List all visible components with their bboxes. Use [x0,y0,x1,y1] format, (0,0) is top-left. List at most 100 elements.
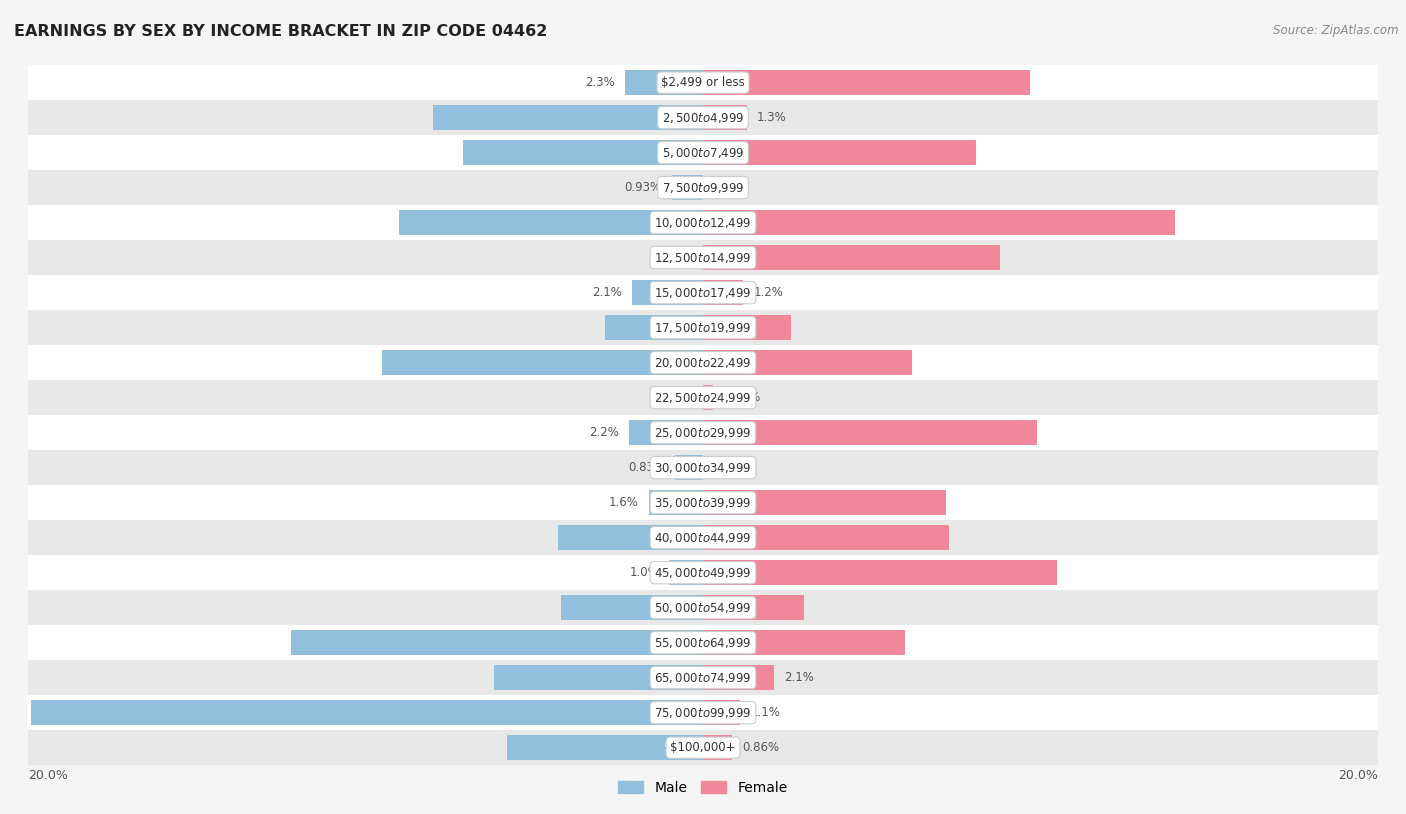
Bar [703,700,740,725]
Bar [28,135,1378,170]
Bar [28,660,1378,695]
Text: $20,000 to $22,499: $20,000 to $22,499 [654,356,752,370]
Text: $7,500 to $9,999: $7,500 to $9,999 [662,181,744,195]
Bar [703,315,790,340]
Bar [558,525,703,550]
Bar [703,595,804,620]
Bar [703,490,946,515]
Bar [508,735,703,760]
Bar [633,280,703,305]
Bar [703,385,713,410]
Bar [28,520,1378,555]
Text: $25,000 to $29,999: $25,000 to $29,999 [654,426,752,440]
Bar [28,555,1378,590]
Text: 1.3%: 1.3% [756,112,787,124]
Text: 4.3%: 4.3% [664,532,693,544]
Bar [703,665,773,690]
Text: $30,000 to $34,999: $30,000 to $34,999 [654,461,752,475]
Bar [703,735,733,760]
Text: $65,000 to $74,999: $65,000 to $74,999 [654,671,752,685]
Bar [464,140,703,165]
Bar [28,625,1378,660]
Text: 2.1%: 2.1% [592,287,621,299]
Bar [433,105,703,130]
Bar [28,310,1378,345]
Bar [703,420,1038,445]
Text: 10.5%: 10.5% [713,567,751,579]
Bar [28,240,1378,275]
Bar [28,415,1378,450]
Text: 0.0%: 0.0% [664,252,693,264]
Text: Source: ZipAtlas.com: Source: ZipAtlas.com [1274,24,1399,37]
Bar [650,490,703,515]
Bar [28,275,1378,310]
Bar [703,70,1031,95]
Text: EARNINGS BY SEX BY INCOME BRACKET IN ZIP CODE 04462: EARNINGS BY SEX BY INCOME BRACKET IN ZIP… [14,24,547,39]
Bar [28,485,1378,520]
Text: $17,500 to $19,999: $17,500 to $19,999 [654,321,752,335]
Bar [605,315,703,340]
Text: $40,000 to $44,999: $40,000 to $44,999 [654,531,752,545]
Bar [28,170,1378,205]
Text: 14.0%: 14.0% [713,217,751,229]
Text: $100,000+: $100,000+ [671,742,735,754]
Text: 9.7%: 9.7% [713,77,742,89]
Bar [703,245,1000,270]
Text: 9.5%: 9.5% [664,357,693,369]
Text: 20.0%: 20.0% [1339,768,1378,781]
Bar [703,350,912,375]
Text: $5,000 to $7,499: $5,000 to $7,499 [662,146,744,160]
Bar [28,65,1378,100]
Text: 1.0%: 1.0% [630,567,659,579]
Bar [703,280,744,305]
Text: 2.3%: 2.3% [585,77,616,89]
Legend: Male, Female: Male, Female [613,775,793,800]
Bar [28,730,1378,765]
Text: 8.0%: 8.0% [664,112,693,124]
Text: $15,000 to $17,499: $15,000 to $17,499 [654,286,752,300]
Bar [703,140,976,165]
Bar [31,700,703,725]
Text: 2.9%: 2.9% [664,322,693,334]
Text: $12,500 to $14,999: $12,500 to $14,999 [654,251,752,265]
Text: 5.8%: 5.8% [664,742,693,754]
Text: 2.6%: 2.6% [713,322,742,334]
Bar [561,595,703,620]
Text: 0.93%: 0.93% [624,182,661,194]
Bar [494,665,703,690]
Bar [628,420,703,445]
Bar [703,560,1057,585]
Bar [703,210,1175,235]
Text: 2.1%: 2.1% [785,672,814,684]
Bar [28,450,1378,485]
Text: $50,000 to $54,999: $50,000 to $54,999 [654,601,752,615]
Text: 0.29%: 0.29% [723,392,761,404]
Bar [28,695,1378,730]
Text: 2.2%: 2.2% [589,427,619,439]
Text: $45,000 to $49,999: $45,000 to $49,999 [654,566,752,580]
Text: 6.2%: 6.2% [713,357,742,369]
Bar [675,455,703,480]
Text: 1.1%: 1.1% [751,707,780,719]
Bar [703,525,949,550]
Bar [382,350,703,375]
Text: 6.0%: 6.0% [713,637,742,649]
Text: 8.8%: 8.8% [713,252,742,264]
Text: $75,000 to $99,999: $75,000 to $99,999 [654,706,752,720]
Bar [399,210,703,235]
Bar [28,590,1378,625]
Text: 1.2%: 1.2% [754,287,783,299]
Bar [703,105,747,130]
Text: 0.0%: 0.0% [713,462,742,474]
Text: 7.3%: 7.3% [713,532,742,544]
Text: 3.0%: 3.0% [713,602,742,614]
Text: $2,499 or less: $2,499 or less [661,77,745,89]
Bar [28,380,1378,415]
Text: 0.83%: 0.83% [628,462,665,474]
Bar [669,560,703,585]
Bar [28,205,1378,240]
Text: 9.9%: 9.9% [713,427,742,439]
Text: 6.2%: 6.2% [664,672,693,684]
Text: 20.0%: 20.0% [28,768,67,781]
Text: $55,000 to $64,999: $55,000 to $64,999 [654,636,752,650]
